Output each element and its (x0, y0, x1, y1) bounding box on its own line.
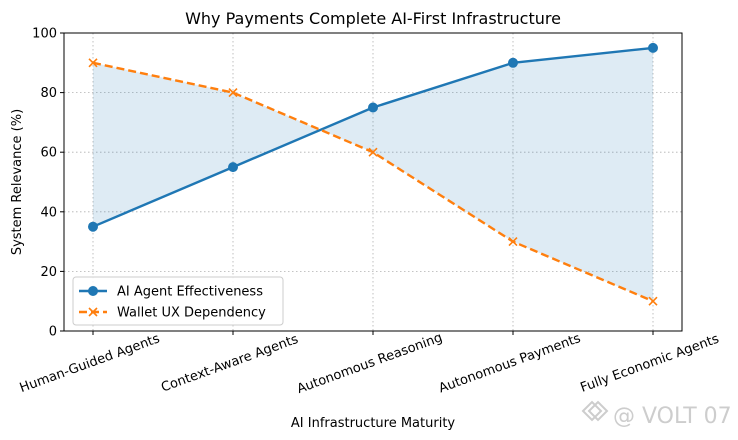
legend-label-1: Wallet UX Dependency (117, 306, 266, 321)
data-point-1-3 (508, 237, 518, 247)
data-point-1-2 (368, 147, 378, 157)
y-axis-title: System Relevance (%) (10, 109, 25, 255)
legend-item-0: AI Agent Effectiveness (79, 285, 263, 300)
y-tick-label-5: 100 (32, 27, 57, 42)
data-point-1-1 (228, 88, 238, 98)
y-axis-ticks: 0 20 40 60 80 100 (32, 27, 64, 340)
x-axis-title: AI Infrastructure Maturity (291, 416, 456, 431)
series-0 (88, 42, 658, 232)
watermark-text: @ VOLT 07 (613, 404, 732, 429)
y-tick-label-4: 80 (40, 86, 57, 101)
series-1 (88, 58, 658, 306)
legend: AI Agent Effectiveness Wallet UX Dependen… (72, 276, 284, 326)
y-tick-label-3: 60 (40, 146, 57, 161)
fill-between-area (93, 47, 653, 302)
fill-area-layer (93, 47, 653, 302)
legend-label-0: AI Agent Effectiveness (117, 285, 263, 300)
legend-swatch-marker-0 (88, 286, 98, 296)
volt-logo-icon (581, 400, 609, 422)
data-point-1-0 (88, 58, 98, 68)
legend-box (72, 276, 284, 326)
data-point-1-4 (648, 296, 658, 306)
legend-item-1: Wallet UX Dependency (79, 306, 266, 321)
watermark: @ VOLT 07 (581, 400, 732, 429)
data-point-0-1 (228, 162, 238, 173)
series-layer (88, 42, 658, 306)
data-point-0-3 (508, 57, 518, 68)
y-tick-label-0: 0 (49, 325, 57, 340)
data-point-0-0 (88, 221, 98, 232)
data-point-0-2 (368, 102, 378, 113)
chart-title: Why Payments Complete AI-First Infrastru… (185, 9, 561, 28)
data-point-0-4 (648, 42, 658, 53)
legend-swatch-marker-1 (88, 307, 98, 317)
y-tick-label-1: 20 (40, 265, 57, 280)
y-tick-label-2: 40 (40, 205, 57, 220)
